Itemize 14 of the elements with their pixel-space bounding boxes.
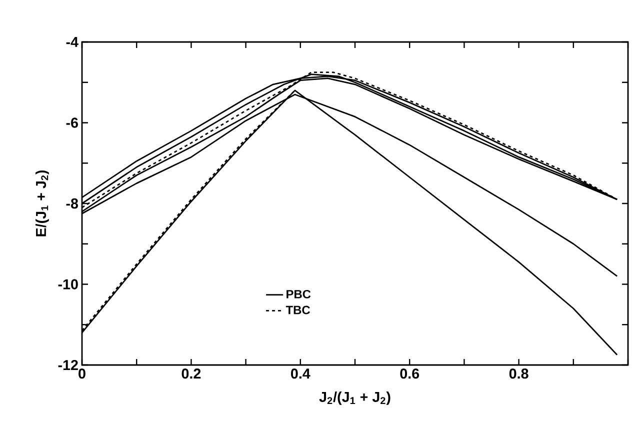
legend-label: TBC [286, 306, 310, 314]
x-tick-label: 0 [78, 368, 86, 379]
x-tick-label: 0.6 [400, 368, 420, 379]
y-tick-label: -6 [66, 118, 78, 128]
x-tick-label: 0.4 [290, 368, 310, 379]
x-tick-label: 0.8 [509, 368, 528, 379]
y-tick-label: -4 [66, 37, 78, 47]
x-tick-label: 0.2 [182, 368, 201, 379]
x-axis-title: J$_{2}$/(J$_{1}$ + J$_{2}$) [319, 392, 390, 405]
y-tick-label: -10 [58, 279, 78, 290]
y-axis-title: E/(J$_{1}$ + J$_{2}$) [36, 170, 49, 236]
y-tick-label: -8 [66, 198, 78, 209]
y-tick-label: -12 [58, 360, 78, 370]
legend-label: PBC [286, 290, 311, 298]
